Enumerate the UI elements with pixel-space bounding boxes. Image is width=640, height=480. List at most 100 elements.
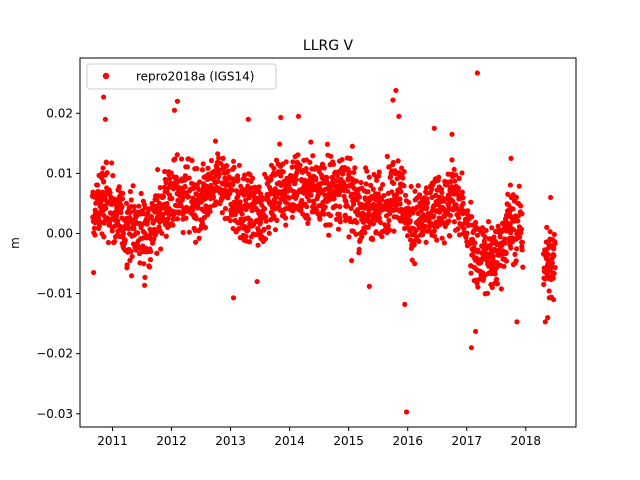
- data-point: [92, 232, 98, 238]
- y-tick-label: 0.02: [46, 106, 73, 120]
- data-point: [231, 164, 237, 171]
- data-point: [180, 229, 186, 236]
- data-point: [236, 225, 242, 232]
- data-point: [131, 225, 137, 231]
- data-point: [490, 262, 496, 268]
- data-point: [178, 156, 185, 162]
- data-point: [247, 239, 253, 245]
- data-point: [365, 224, 371, 231]
- data-point: [460, 195, 466, 201]
- data-point: [210, 194, 217, 200]
- data-point: [212, 138, 219, 144]
- data-point: [164, 200, 170, 207]
- data-point: [393, 87, 399, 94]
- data-point: [186, 175, 192, 181]
- data-point: [127, 188, 133, 195]
- data-point: [155, 166, 161, 173]
- data-point: [514, 246, 520, 252]
- data-point: [474, 70, 480, 76]
- y-tick-label: −0.03: [36, 407, 73, 421]
- data-point: [417, 192, 423, 198]
- data-point: [455, 226, 461, 232]
- data-point: [91, 225, 98, 231]
- data-point: [262, 236, 269, 242]
- y-tick-label: −0.01: [36, 287, 73, 301]
- data-point: [200, 161, 206, 167]
- data-point: [307, 159, 313, 165]
- data-point: [463, 234, 469, 240]
- data-point: [282, 215, 289, 221]
- data-point: [358, 179, 364, 186]
- data-points: [89, 70, 558, 415]
- data-point: [313, 177, 319, 183]
- data-point: [376, 173, 382, 179]
- data-point: [346, 234, 352, 240]
- data-point: [256, 184, 262, 190]
- data-point: [412, 261, 418, 267]
- data-point: [431, 213, 437, 219]
- data-point: [174, 152, 180, 158]
- data-point: [280, 169, 286, 175]
- data-point: [148, 213, 155, 220]
- x-tick-label: 2012: [156, 434, 187, 448]
- data-point: [376, 211, 382, 217]
- data-point: [261, 226, 267, 232]
- data-point: [503, 258, 509, 264]
- data-point: [452, 178, 458, 184]
- data-point: [356, 212, 362, 218]
- legend: repro2018a (IGS14): [86, 63, 277, 90]
- data-point: [453, 202, 459, 208]
- data-point: [493, 276, 500, 282]
- data-point: [199, 167, 206, 173]
- data-point: [464, 230, 470, 236]
- data-point: [93, 200, 99, 206]
- data-point: [197, 179, 203, 185]
- data-point: [490, 254, 496, 260]
- data-point: [213, 199, 219, 205]
- data-point: [352, 165, 358, 171]
- data-point: [465, 222, 471, 229]
- data-point: [322, 204, 328, 210]
- data-point: [520, 264, 526, 270]
- data-point: [484, 290, 491, 296]
- data-point: [230, 182, 236, 188]
- data-point: [172, 156, 178, 162]
- data-point: [339, 156, 345, 163]
- data-point: [363, 181, 369, 187]
- data-point: [344, 203, 350, 209]
- data-point: [513, 258, 519, 264]
- data-point: [474, 232, 481, 238]
- data-point: [299, 197, 305, 204]
- data-point: [310, 153, 316, 159]
- data-point: [286, 195, 292, 201]
- data-point: [353, 178, 359, 184]
- data-point: [331, 195, 337, 202]
- data-point: [128, 197, 134, 203]
- data-point: [509, 239, 515, 245]
- data-point: [475, 284, 481, 290]
- data-point: [293, 176, 299, 183]
- data-point: [130, 183, 136, 189]
- data-point: [184, 164, 190, 170]
- data-point: [118, 209, 124, 216]
- data-point: [311, 200, 317, 207]
- y-tick-label: 0.00: [46, 226, 73, 240]
- data-point: [248, 217, 254, 223]
- data-point: [388, 203, 394, 209]
- data-point: [406, 199, 412, 206]
- data-point: [502, 236, 508, 242]
- data-point: [423, 239, 429, 245]
- data-point: [550, 296, 557, 303]
- data-point: [215, 151, 221, 157]
- data-point: [517, 234, 523, 240]
- data-point: [308, 139, 314, 145]
- data-point: [338, 188, 344, 194]
- data-point: [205, 165, 211, 171]
- x-tick-label: 2014: [274, 434, 305, 448]
- data-point: [449, 157, 455, 163]
- data-point: [216, 171, 222, 177]
- data-point: [186, 229, 192, 235]
- data-point: [470, 252, 476, 258]
- data-point: [551, 245, 557, 251]
